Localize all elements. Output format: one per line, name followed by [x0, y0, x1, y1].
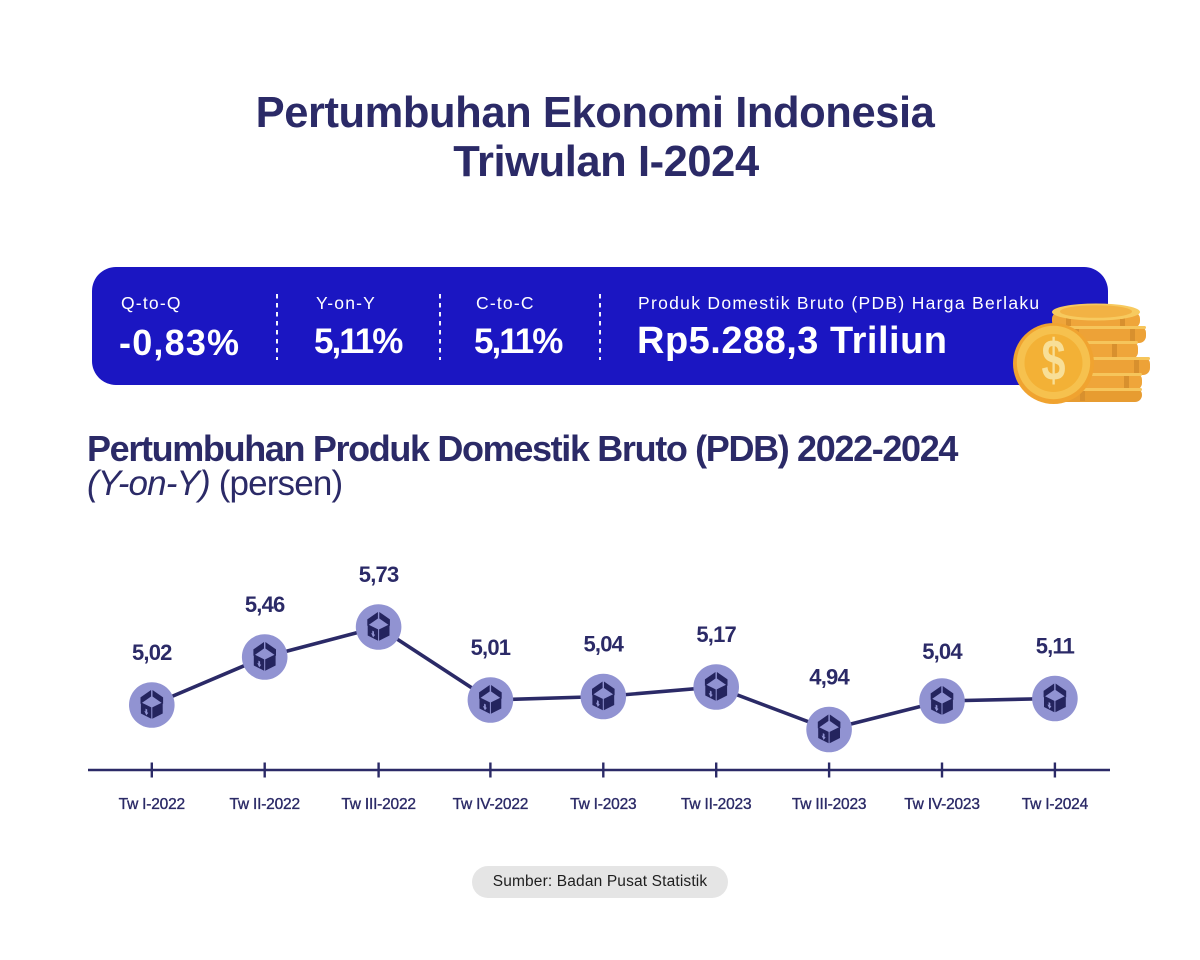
svg-text:5,73: 5,73 — [359, 562, 399, 587]
svg-text:5,17: 5,17 — [696, 622, 736, 647]
svg-text:Tw II-2022: Tw II-2022 — [230, 796, 300, 813]
svg-text:5,01: 5,01 — [471, 635, 511, 660]
svg-text:Tw I-2024: Tw I-2024 — [1022, 796, 1089, 813]
svg-text:$: $ — [1041, 328, 1065, 393]
svg-text:Tw III-2022: Tw III-2022 — [341, 796, 415, 813]
svg-text:4,94: 4,94 — [809, 665, 850, 690]
svg-text:5,46: 5,46 — [245, 592, 285, 617]
svg-text:Tw II-2023: Tw II-2023 — [681, 796, 751, 813]
svg-text:5,04: 5,04 — [922, 639, 963, 664]
svg-text:Tw I-2023: Tw I-2023 — [570, 796, 636, 813]
svg-text:5,04: 5,04 — [583, 632, 624, 657]
svg-text:Tw IV-2023: Tw IV-2023 — [904, 796, 980, 813]
svg-text:Tw IV-2022: Tw IV-2022 — [453, 796, 529, 813]
svg-text:Tw I-2022: Tw I-2022 — [119, 796, 185, 813]
svg-text:5,02: 5,02 — [132, 640, 172, 665]
svg-text:Tw III-2023: Tw III-2023 — [792, 796, 866, 813]
svg-text:5,11: 5,11 — [1036, 634, 1075, 659]
